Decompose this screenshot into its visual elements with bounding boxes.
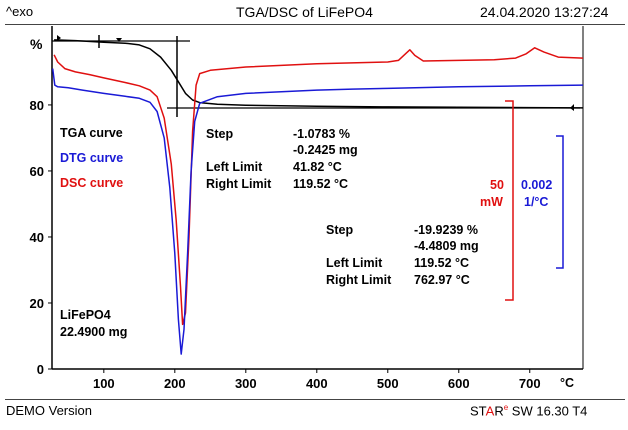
- y-tick-label: 20: [30, 296, 44, 311]
- step2-label: Step: [326, 223, 354, 237]
- series-dtg-curve: [51, 68, 584, 355]
- software-version: STARe SW 16.30 T4: [470, 403, 588, 419]
- exo-label: ^exo: [6, 4, 34, 19]
- step1-pct: -1.0783 %: [293, 127, 350, 141]
- x-axis-label: °C: [560, 376, 575, 390]
- legend-dtg: DTG curve: [60, 151, 124, 165]
- x-tick-label: 100: [93, 376, 115, 391]
- step2-left-label: Left Limit: [326, 256, 383, 270]
- dsc-scale-value: 50: [490, 178, 504, 192]
- step2-right-val: 762.97 °C: [414, 273, 470, 287]
- y-tick-label: 40: [30, 230, 44, 245]
- step1-left-label: Left Limit: [206, 160, 263, 174]
- step2-right-label: Right Limit: [326, 273, 392, 287]
- x-tick-label: 600: [448, 376, 470, 391]
- x-tick-label: 200: [164, 376, 186, 391]
- sample-mass: 22.4900 mg: [60, 325, 128, 339]
- legend-tga: TGA curve: [60, 126, 123, 140]
- legend-dsc: DSC curve: [60, 176, 124, 190]
- dsc-scale-bar: [505, 100, 514, 301]
- demo-version: DEMO Version: [6, 403, 92, 418]
- series-dsc-curve: [53, 47, 584, 326]
- step2-mg: -4.4809 mg: [414, 239, 479, 253]
- sample-name: LiFePO4: [60, 308, 111, 322]
- plot-frame: [5, 24, 625, 400]
- step1-label: Step: [206, 127, 234, 141]
- step1-right-label: Right Limit: [206, 177, 272, 191]
- dsc-scale-unit: mW: [480, 195, 503, 209]
- dtg-scale-value: 0.002: [521, 178, 553, 192]
- step1-left-val: 41.82 °C: [293, 160, 342, 174]
- dtg-scale-bar: [556, 135, 564, 269]
- step2-left-val: 119.52 °C: [414, 256, 470, 270]
- step2-pct: -19.9239 %: [414, 223, 478, 237]
- dtg-scale-unit: 1/°C: [524, 195, 549, 209]
- step1-mg: -0.2425 mg: [293, 143, 358, 157]
- x-tick-label: 300: [235, 376, 257, 391]
- y-tick-label: 0: [37, 362, 44, 377]
- x-tick-label: 500: [377, 376, 399, 391]
- step1-right-val: 119.52 °C: [293, 177, 349, 191]
- x-tick-label: 400: [306, 376, 328, 391]
- timestamp: 24.04.2020 13:27:24: [480, 4, 609, 20]
- tga-marker-icon: [116, 38, 122, 42]
- y-axis-label: %: [30, 36, 43, 52]
- x-tick-label: 700: [519, 376, 541, 391]
- y-tick-label: 80: [30, 98, 44, 113]
- y-tick-label: 60: [30, 164, 44, 179]
- chart-title: TGA/DSC of LiFePO4: [236, 4, 373, 20]
- series-tga-curve: [54, 39, 584, 109]
